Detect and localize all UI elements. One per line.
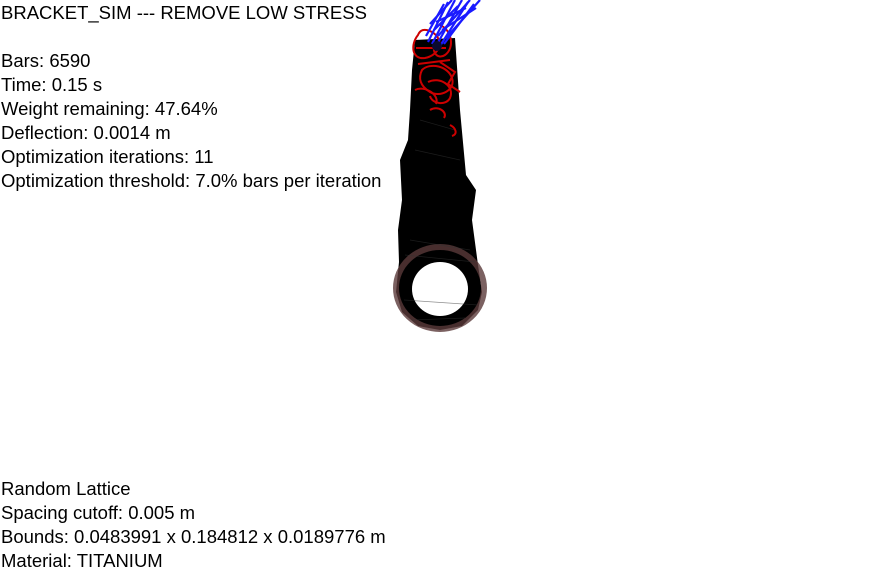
deflection: Deflection: 0.0014 m — [1, 122, 171, 143]
bars-count: Bars: 6590 — [1, 50, 91, 71]
bracket-body — [396, 38, 482, 330]
lattice-texture — [403, 119, 479, 321]
weight-remaining: Weight remaining: 47.64% — [1, 98, 218, 119]
bracket-ring-edge — [393, 244, 487, 332]
stats-panel: BRACKET_SIM --- REMOVE LOW STRESS Bars: … — [1, 1, 381, 193]
bracket-lattice — [393, 38, 487, 332]
spacing-cutoff: Spacing cutoff: 0.005 m — [1, 502, 196, 523]
lattice-type: Random Lattice — [1, 478, 131, 499]
bounds: Bounds: 0.0483991 x 0.184812 x 0.0189776… — [1, 526, 386, 547]
material: Material: TITANIUM — [1, 550, 163, 571]
sim-time: Time: 0.15 s — [1, 74, 103, 95]
optimization-threshold: Optimization threshold: 7.0% bars per it… — [1, 170, 382, 191]
load-point-icon — [432, 41, 442, 51]
bracket-hole-rim — [407, 257, 473, 321]
optimization-iterations: Optimization iterations: 11 — [1, 146, 214, 167]
bracket-hole — [412, 262, 468, 316]
high-stress-region — [412, 24, 461, 137]
lattice-info-panel: Random Lattice Spacing cutoff: 0.005 m B… — [1, 477, 386, 573]
load-vectors — [425, 0, 481, 47]
spacer — [1, 25, 381, 49]
sim-title: BRACKET_SIM --- REMOVE LOW STRESS — [1, 2, 367, 23]
